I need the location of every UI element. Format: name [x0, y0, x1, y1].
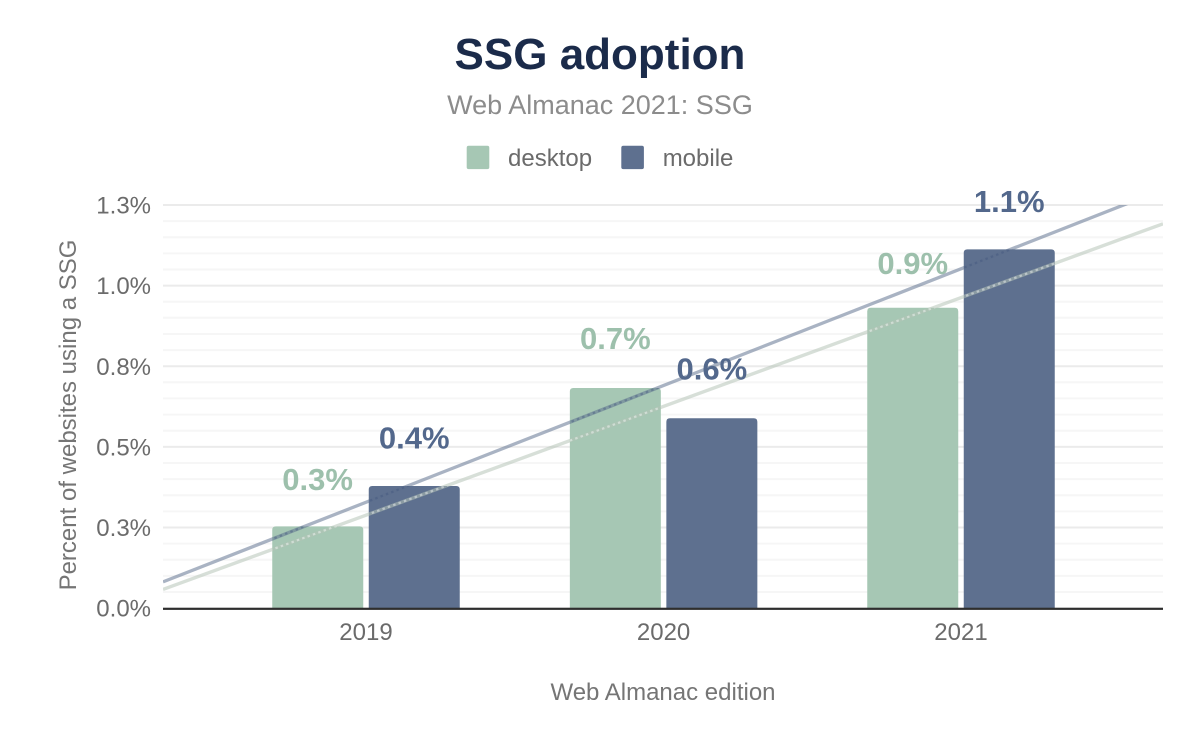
svg-text:2019: 2019	[339, 619, 392, 646]
svg-text:0.7%: 0.7%	[580, 321, 651, 356]
svg-text:SSG adoption: SSG adoption	[455, 30, 746, 79]
svg-text:1.0%: 1.0%	[96, 273, 151, 300]
svg-text:desktop: desktop	[508, 145, 592, 172]
svg-text:mobile: mobile	[663, 145, 734, 172]
svg-text:0.3%: 0.3%	[96, 515, 151, 542]
svg-text:0.8%: 0.8%	[96, 354, 151, 381]
svg-text:0.9%: 0.9%	[877, 246, 948, 281]
svg-text:Percent of websites using a SS: Percent of websites using a SSG	[55, 240, 82, 591]
svg-text:0.3%: 0.3%	[282, 462, 353, 497]
svg-text:Web Almanac edition: Web Almanac edition	[550, 679, 775, 706]
svg-text:0.0%: 0.0%	[96, 596, 151, 623]
svg-text:2020: 2020	[637, 619, 690, 646]
svg-text:0.6%: 0.6%	[677, 351, 748, 386]
svg-text:1.3%: 1.3%	[96, 193, 151, 220]
svg-text:Web Almanac 2021: SSG: Web Almanac 2021: SSG	[447, 90, 753, 120]
svg-text:0.4%: 0.4%	[379, 420, 450, 455]
svg-text:1.1%: 1.1%	[974, 184, 1045, 219]
svg-text:2021: 2021	[934, 619, 987, 646]
svg-text:0.5%: 0.5%	[96, 435, 151, 462]
